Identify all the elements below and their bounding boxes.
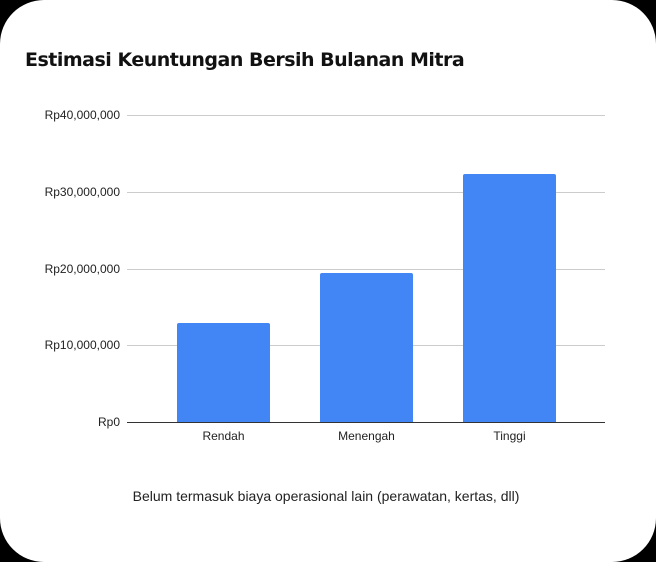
x-tick-label: Menengah bbox=[338, 429, 395, 443]
y-tick-label: Rp20,000,000 bbox=[44, 262, 120, 276]
x-tick-label: Rendah bbox=[202, 429, 245, 443]
y-tick-label: Rp0 bbox=[97, 415, 120, 429]
bar-rendah bbox=[177, 323, 270, 422]
x-axis-line bbox=[127, 422, 605, 423]
y-tick-label: Rp40,000,000 bbox=[44, 108, 120, 122]
y-tick-label: Rp30,000,000 bbox=[44, 185, 120, 199]
chart-title: Estimasi Keuntungan Bersih Bulanan Mitra bbox=[25, 49, 465, 71]
x-tick-label: Tinggi bbox=[493, 429, 526, 443]
chart-footnote: Belum termasuk biaya operasional lain (p… bbox=[132, 488, 520, 504]
gridline bbox=[127, 269, 605, 270]
bar-tinggi bbox=[463, 174, 556, 422]
bar-menengah bbox=[320, 273, 413, 422]
gridline bbox=[127, 115, 605, 116]
gridline bbox=[127, 192, 605, 193]
y-tick-label: Rp10,000,000 bbox=[44, 338, 120, 352]
